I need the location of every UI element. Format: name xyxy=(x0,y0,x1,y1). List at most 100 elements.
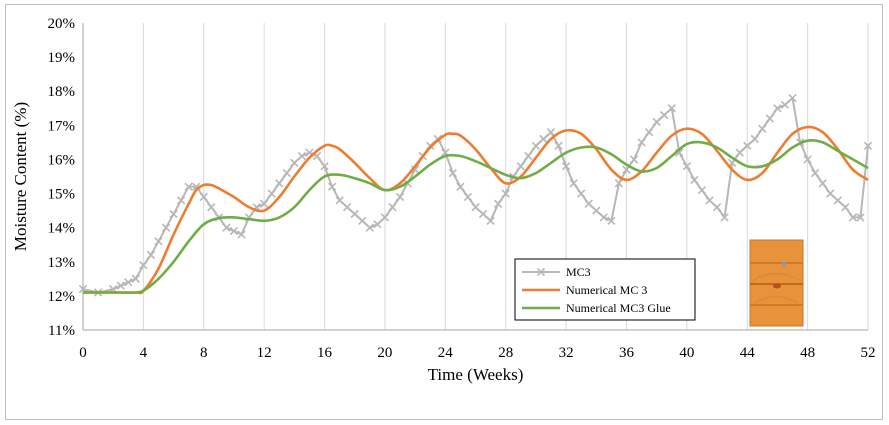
wood-grain-band xyxy=(750,262,803,264)
data-point-marker xyxy=(750,134,759,144)
data-point-marker xyxy=(607,216,616,226)
data-point-marker xyxy=(524,151,533,161)
data-point-marker xyxy=(577,189,586,198)
data-point-marker xyxy=(735,148,744,157)
data-point-marker xyxy=(614,179,624,188)
x-tick-label: 24 xyxy=(438,345,454,361)
data-point-marker xyxy=(297,151,307,161)
x-axis-title: Time (Weeks) xyxy=(428,365,524,384)
data-point-marker xyxy=(116,281,125,290)
y-tick-label: 13% xyxy=(48,255,76,271)
data-point-marker xyxy=(493,199,503,208)
data-point-marker xyxy=(275,179,284,188)
data-point-marker xyxy=(554,141,563,150)
x-tick-label: 36 xyxy=(619,345,635,361)
data-point-marker xyxy=(358,216,367,226)
data-point-marker xyxy=(848,213,858,222)
data-point-marker xyxy=(131,274,141,283)
data-point-marker xyxy=(652,117,661,127)
data-point-marker xyxy=(486,216,495,226)
y-tick-label: 16% xyxy=(48,152,76,168)
data-point-marker xyxy=(584,199,593,208)
data-point-marker xyxy=(803,155,812,164)
data-point-marker xyxy=(592,206,601,215)
data-point-marker xyxy=(456,182,465,191)
data-point-marker xyxy=(546,127,556,137)
data-point-marker xyxy=(154,237,163,246)
data-point-marker xyxy=(146,250,156,260)
series-line xyxy=(83,139,869,294)
data-point-marker xyxy=(207,203,216,212)
data-point-marker xyxy=(350,209,359,219)
wood-knot xyxy=(773,283,781,289)
data-point-marker xyxy=(765,114,775,123)
x-tick-label: 20 xyxy=(377,345,392,361)
wood-grain-ring xyxy=(751,272,802,282)
data-point-marker xyxy=(463,192,473,202)
legend-marker xyxy=(536,267,546,277)
data-point-marker xyxy=(833,196,842,205)
data-point-marker xyxy=(644,127,654,137)
wood-grain-ring xyxy=(754,295,799,304)
data-point-marker xyxy=(161,223,171,232)
data-point-marker xyxy=(841,203,850,212)
data-point-marker xyxy=(395,192,405,202)
series-numerical-mc-3 xyxy=(83,125,869,295)
series-numerical-mc3-glue xyxy=(83,139,869,294)
data-point-marker xyxy=(856,213,865,222)
data-point-marker xyxy=(667,104,676,113)
axes: 0 4 8 12 16 20 24 28 32 36 40 44 48 5211%12%13%14%15%… xyxy=(11,16,876,384)
legend-label: Numerical MC3 Glue xyxy=(566,301,671,315)
wood-grain-band xyxy=(750,304,803,306)
x-tick-label: 16 xyxy=(317,345,333,361)
data-point-marker xyxy=(780,100,790,110)
data-point-marker xyxy=(365,223,374,232)
data-point-marker xyxy=(471,203,480,212)
series-lines xyxy=(78,93,873,297)
data-point-marker xyxy=(237,230,246,239)
legend: MC3 Numerical MC 3 Numerical MC3 Glue xyxy=(514,258,696,321)
series-line xyxy=(83,125,869,295)
x-tick-label: 44 xyxy=(740,345,756,361)
data-point-marker xyxy=(124,278,133,287)
data-point-marker xyxy=(380,213,390,222)
data-point-marker xyxy=(320,162,329,171)
data-point-marker xyxy=(712,203,722,212)
x-tick-label: 8 xyxy=(200,345,208,361)
data-point-marker xyxy=(267,189,276,198)
data-point-marker xyxy=(690,175,699,185)
data-point-marker xyxy=(531,141,541,150)
data-point-marker xyxy=(561,162,571,171)
y-axis-title: Moisture Content (%) xyxy=(11,102,30,251)
wood-sample-image xyxy=(749,239,804,327)
data-point-marker xyxy=(826,189,835,198)
x-tick-label: 32 xyxy=(559,345,574,361)
y-tick-label: 19% xyxy=(48,50,76,66)
x-tick-label: 4 xyxy=(140,345,148,361)
data-point-marker xyxy=(259,199,269,208)
data-point-marker xyxy=(448,168,458,178)
data-point-marker xyxy=(282,168,291,178)
data-point-marker xyxy=(705,196,714,205)
data-point-marker xyxy=(184,182,193,191)
data-point-marker xyxy=(199,192,208,202)
x-tick-label: 40 xyxy=(679,345,694,361)
data-point-marker xyxy=(139,261,148,270)
data-point-marker xyxy=(335,196,344,205)
data-point-marker xyxy=(373,220,382,229)
data-point-marker xyxy=(222,223,231,232)
data-point-marker xyxy=(478,209,488,219)
data-point-marker xyxy=(176,196,186,205)
data-point-marker xyxy=(539,134,548,144)
chart-frame xyxy=(5,4,883,420)
y-tick-label: 14% xyxy=(48,221,76,237)
x-tick-label: 12 xyxy=(257,345,272,361)
data-point-marker xyxy=(388,203,397,212)
data-point-marker xyxy=(516,162,525,171)
data-point-marker xyxy=(290,158,299,168)
data-point-marker xyxy=(169,209,178,219)
data-point-marker xyxy=(743,141,752,150)
data-point-marker xyxy=(569,179,578,188)
data-point-marker xyxy=(629,155,639,164)
